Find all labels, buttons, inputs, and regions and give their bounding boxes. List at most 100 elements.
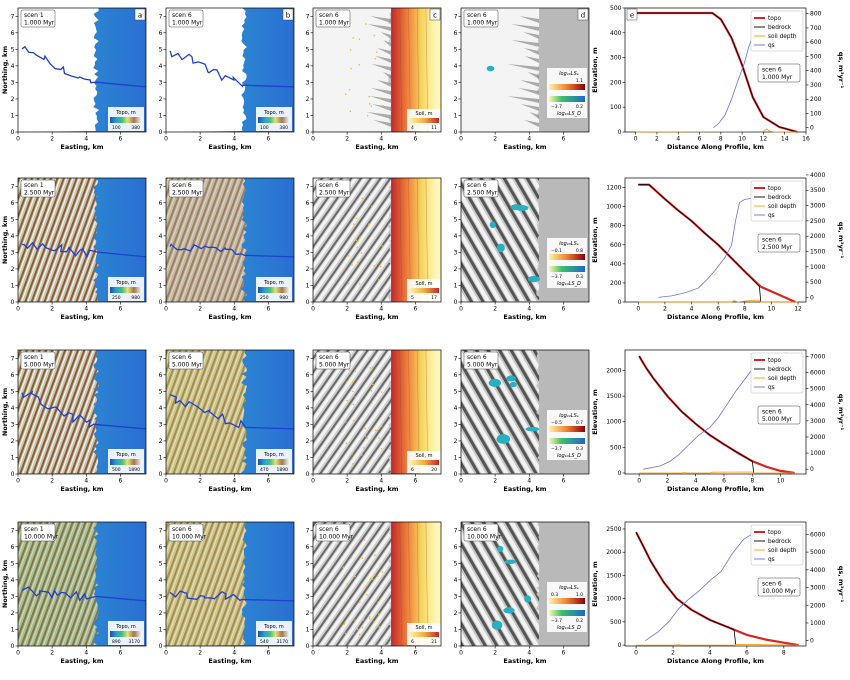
soil-speck: [362, 269, 364, 271]
soil-colorbar: [409, 460, 439, 465]
y2-tick-label: 0: [810, 466, 814, 473]
panel-frame: [312, 349, 442, 475]
y-tick-label: 0: [306, 471, 310, 478]
y-tick-label: 1: [11, 626, 15, 633]
panel-letter: a: [138, 12, 142, 20]
colorbar-title: Topo, m: [263, 624, 284, 630]
legend-box: [750, 180, 804, 222]
soil-speck: [350, 67, 352, 70]
river-channel: [21, 241, 146, 259]
soil-speck: [376, 429, 379, 432]
profile-panel-e: 0 2 4 6 8 10 12 0 200 400 600 800 1000 1200 0 500 1000 15…: [591, 172, 845, 321]
x-axis-label: Easting, km: [503, 657, 546, 665]
deposition-spot: [496, 243, 505, 253]
series-soil-depth: [638, 299, 798, 303]
colorbar-min: 250: [112, 295, 121, 301]
y-tick-label: 0: [618, 299, 622, 306]
y-tick-label: 1: [454, 282, 458, 289]
panel-letter: e: [630, 12, 634, 20]
map-panel-c: Soil, m 6 21 scen 610.000 Myr 0 2 4 6 0 1 2 3 4 5 6 7 Ea…: [306, 521, 442, 665]
y-tick-label: 0: [618, 642, 622, 649]
map-body: Soil, m 6 20: [313, 350, 441, 474]
soil-speck: [354, 619, 356, 622]
y-tick-label: 5: [11, 560, 15, 567]
soil-speck: [371, 366, 374, 369]
y-tick-label: 1000: [606, 204, 621, 211]
x-tick-label: 6: [561, 306, 565, 313]
y-tick-label: 7: [454, 355, 458, 362]
y-tick-label: 2: [159, 96, 163, 103]
soil-speck: [368, 617, 371, 620]
x-tick-label: 6: [722, 478, 726, 485]
y-tick-label: 3: [306, 593, 310, 600]
y-tick-label: 0: [454, 643, 458, 650]
time-label: 10.000 Myr: [319, 534, 354, 541]
lsd-colorbar: [549, 438, 585, 444]
scenario-label: scen 1: [24, 354, 44, 361]
map-panel-c: Soil, m 5 17 scen 62.500 Myr 0 2 4 6 0 1 2 3 4 5 6 7 Eas…: [306, 177, 442, 321]
land-surface: [18, 350, 99, 474]
y-tick-label: 400: [610, 261, 622, 268]
map-body: Soil, m 5 17: [313, 178, 441, 302]
y-tick-label: 2: [11, 96, 15, 103]
time-label: 5.000 Myr: [319, 362, 350, 369]
soil-speck: [358, 283, 361, 285]
scenario-label: scen 6: [319, 526, 339, 533]
x-tick-label: 0: [459, 136, 463, 143]
map-panel-a: Topo, m 890 3170 scen 110.000 Myr 0 2 4 6 0 1 2 3 4 5…: [1, 521, 147, 665]
panel-letter-box: [282, 8, 294, 21]
relief-surface: [461, 350, 543, 474]
y-tick-label: 2: [11, 438, 15, 445]
y2-tick-label: 6000: [810, 370, 825, 377]
series-bedrock: [635, 532, 737, 646]
y-tick-label: 200: [610, 79, 622, 86]
y-tick-label: 7: [159, 355, 163, 362]
x-tick-label: 2: [345, 136, 349, 143]
colorbar-title: log₁₀LS_D: [557, 453, 581, 459]
colorbar-title: Soil, m: [415, 111, 432, 117]
time-label: 5.000 Myr: [172, 362, 203, 369]
soil-speck: [370, 192, 373, 195]
y-tick-label: 1: [11, 112, 15, 119]
colorbar-max: 1.1: [576, 78, 583, 84]
y-tick-label: 5: [306, 560, 310, 567]
y2-tick-label: 700: [810, 25, 822, 32]
soil-speck: [349, 49, 352, 51]
colorbar-min: −3.7: [551, 446, 562, 452]
soil-colorbar: [409, 632, 439, 637]
scenario-label: scen 6: [467, 12, 487, 19]
x-tick-label: 8: [719, 136, 723, 143]
y-tick-label: 7: [306, 527, 310, 534]
y-tick-label: 5: [11, 388, 15, 395]
y2-tick-label: 500: [810, 279, 822, 286]
y-tick-label: 3: [11, 421, 15, 428]
y-tick-label: 6: [11, 544, 15, 551]
x-tick-label: 2: [655, 136, 659, 143]
x-axis-label: Easting, km: [355, 485, 398, 493]
relief-ridge: [518, 88, 540, 95]
y-tick-label: 0: [11, 129, 15, 136]
x-axis-label: Easting, km: [208, 485, 251, 493]
soil-speck: [377, 597, 380, 599]
soil-speck: [370, 205, 373, 208]
y-tick-label: 6: [159, 200, 163, 207]
y2-tick-label: 7000: [810, 353, 825, 360]
x-tick-label: 8: [750, 478, 754, 485]
time-label: 2.500 Myr: [24, 190, 55, 197]
map-body: Topo, m 250 980: [18, 178, 146, 302]
colorbar-title: Soil, m: [415, 281, 432, 287]
y-tick-label: 2: [454, 266, 458, 273]
x-tick-label: 0: [164, 306, 168, 313]
x-tick-label: 2: [50, 136, 54, 143]
relief-ridge: [520, 104, 540, 111]
series-bedrock: [638, 355, 755, 474]
y-tick-label: 0: [306, 299, 310, 306]
colorbar-title: log₁₀LS_D: [557, 111, 581, 117]
soil-speck: [356, 628, 359, 631]
relief-surface: [313, 522, 394, 646]
colorbar-title: Topo, m: [263, 452, 284, 458]
time-label: 1.000 Myr: [24, 20, 55, 27]
y-tick-label: 3: [159, 79, 163, 86]
x-tick-label: 0: [634, 136, 638, 143]
